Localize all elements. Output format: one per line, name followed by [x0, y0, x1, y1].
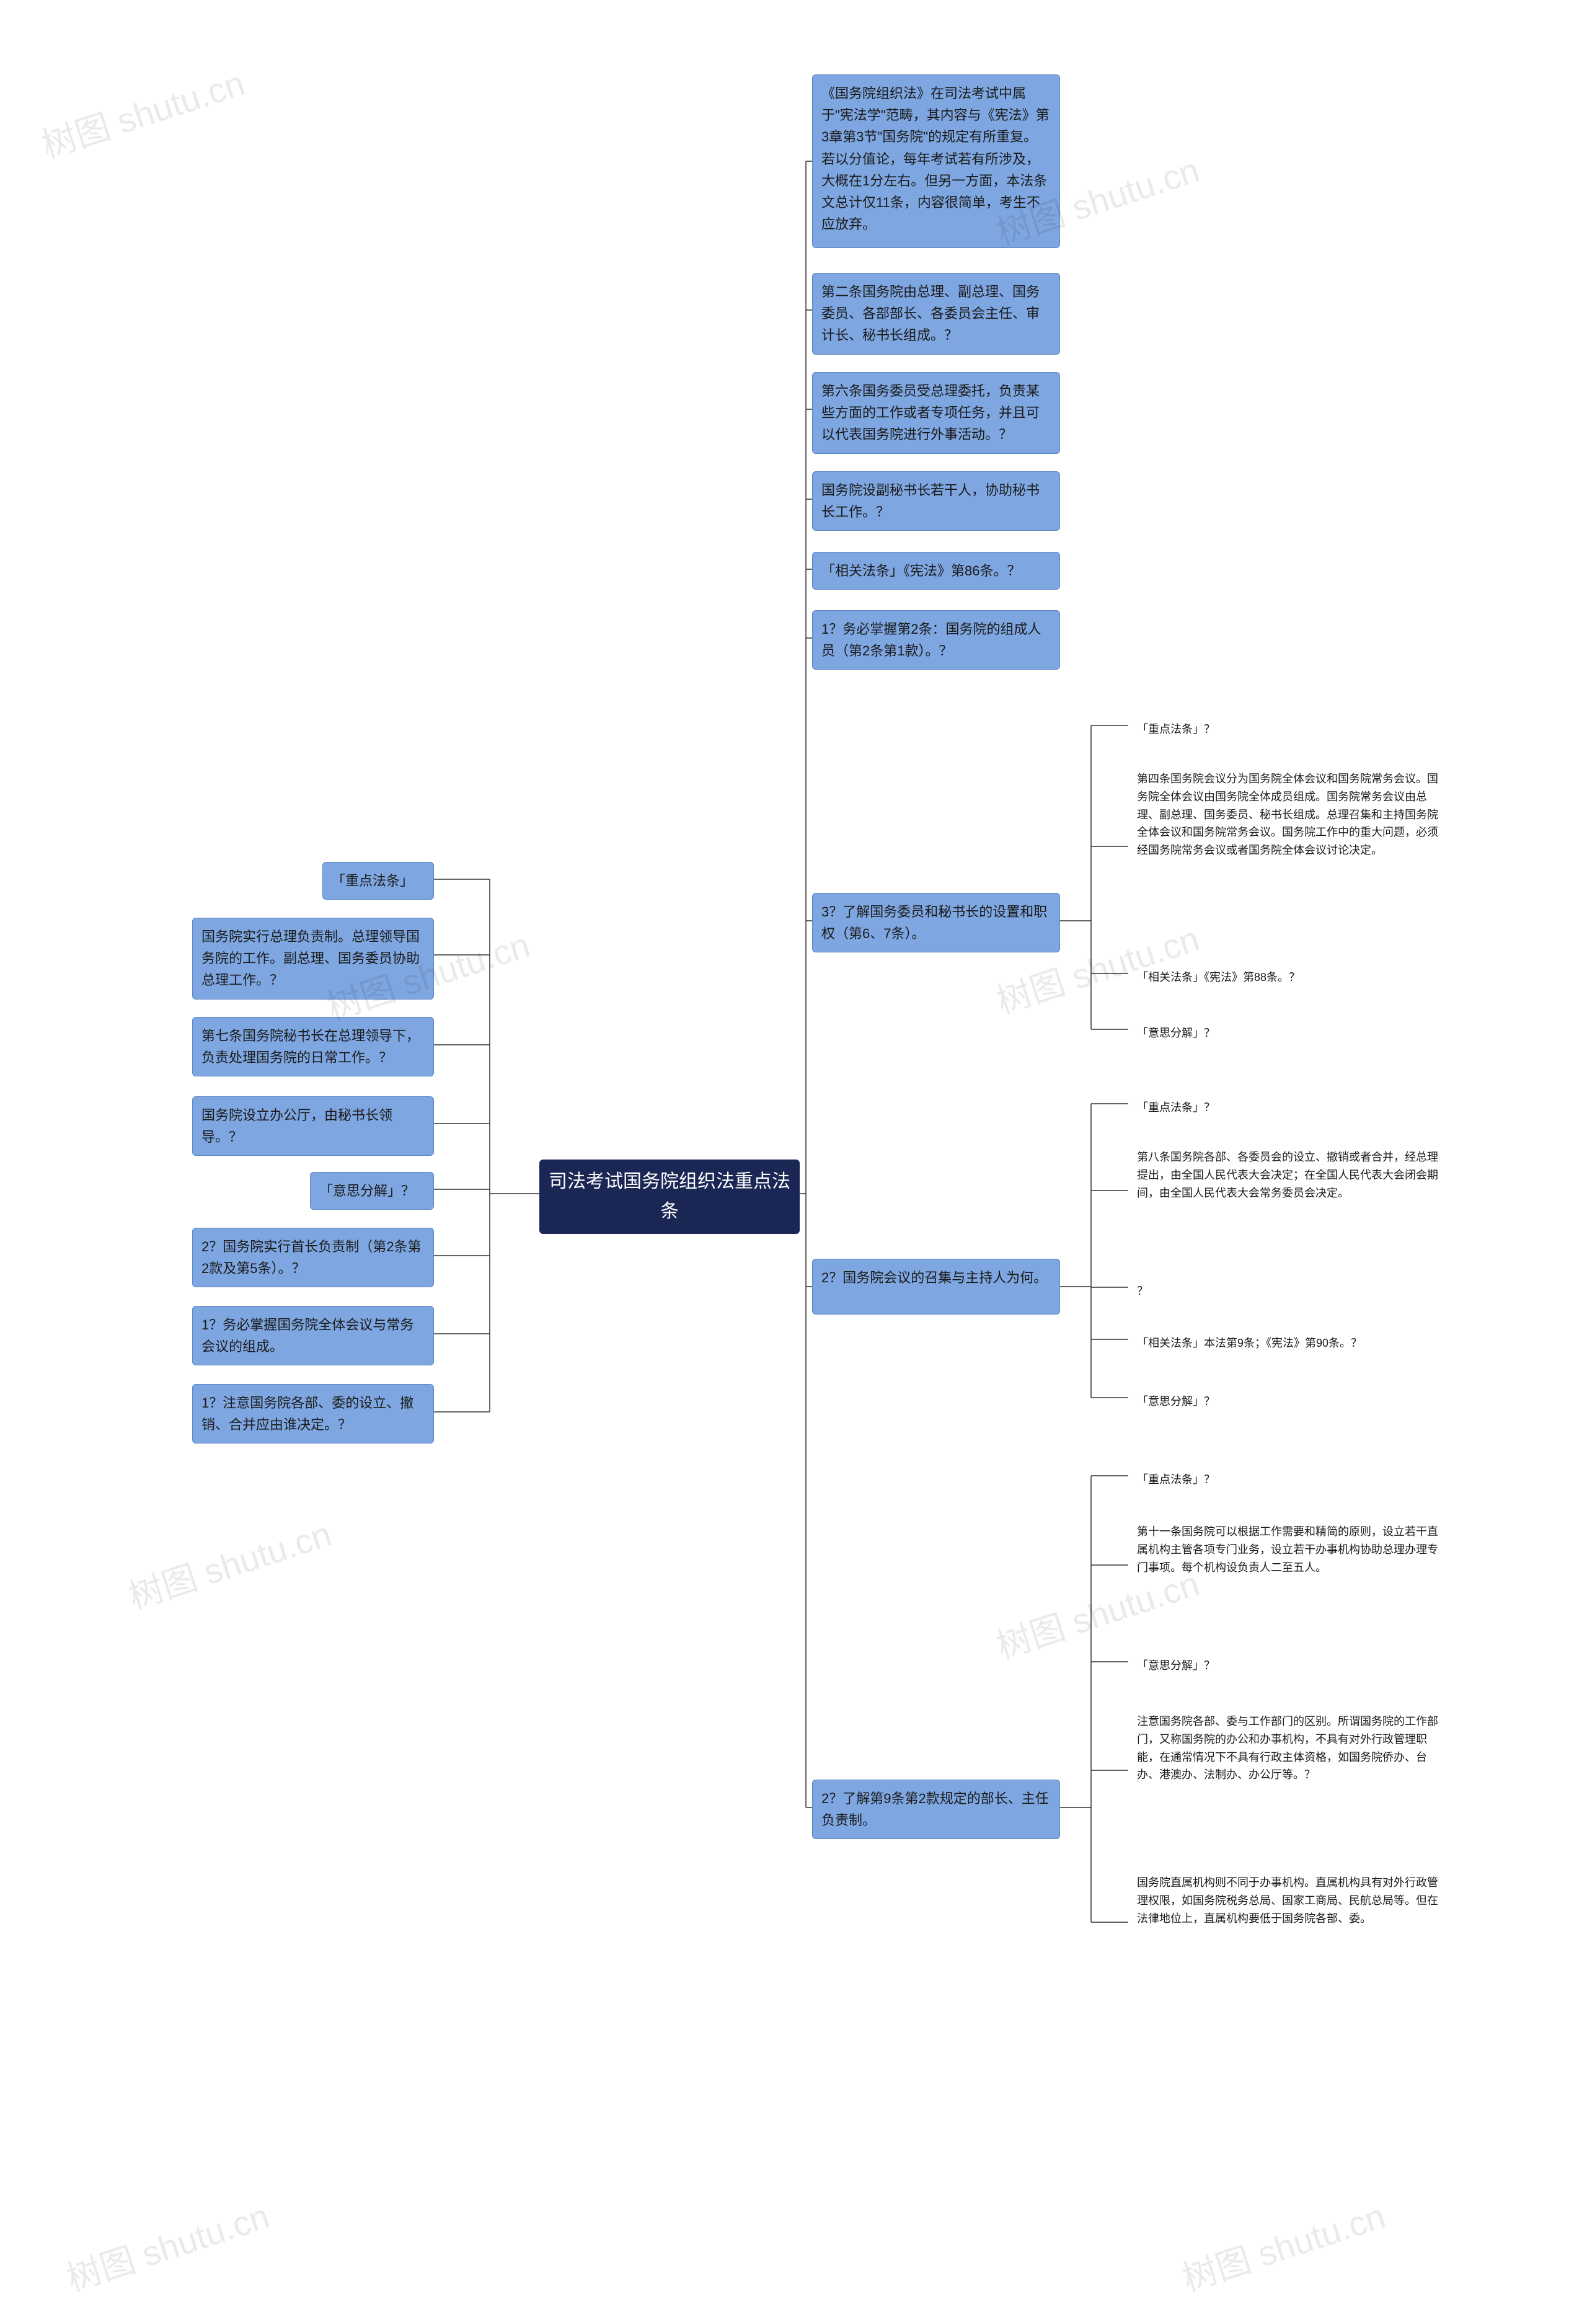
top-right-node-5: 1？务必掌握第2条：国务院的组成人员（第2条第1款）。？ [812, 610, 1060, 670]
root-node: 司法考试国务院组织法重点法条 [539, 1160, 800, 1234]
right-child-0-3: 「意思分解」？ [1128, 1017, 1457, 1050]
right-child-1-2: ？ [1128, 1275, 1457, 1308]
left-node-1: 国务院实行总理负责制。总理领导国务院的工作。副总理、国务委员协助总理工作。？ [192, 918, 434, 1000]
watermark-7: 树图 shutu.cn [1175, 2189, 1391, 2302]
right-child-1-4: 「意思分解」？ [1128, 1385, 1457, 1418]
top-right-node-4: 「相关法条」《宪法》第86条。？ [812, 552, 1060, 590]
right-child-0-0: 「重点法条」？ [1128, 713, 1457, 746]
right-child-1-1: 第八条国务院各部、各委员会的设立、撤销或者合并，经总理提出，由全国人民代表大会决… [1128, 1141, 1457, 1240]
right-child-0-1: 第四条国务院会议分为国务院全体会议和国务院常务会议。国务院全体会议由国务院全体成… [1128, 763, 1457, 930]
left-node-3: 国务院设立办公厅，由秘书长领导。？ [192, 1096, 434, 1156]
left-node-6: 1？务必掌握国务院全体会议与常务会议的组成。 [192, 1306, 434, 1365]
left-node-4: 「意思分解」？ [310, 1172, 434, 1210]
top-right-node-2: 第六条国务委员受总理委托，负责某些方面的工作或者专项任务，并且可以代表国务院进行… [812, 372, 1060, 454]
watermark-0: 树图 shutu.cn [35, 56, 250, 169]
right-child-0-2: 「相关法条」《宪法》第88条。？ [1128, 961, 1457, 994]
right-child-2-0: 「重点法条」？ [1128, 1463, 1457, 1496]
top-right-node-0: 《国务院组织法》在司法考试中属于"宪法学"范畴，其内容与《宪法》第3章第3节"国… [812, 74, 1060, 248]
left-node-7: 1？注意国务院各部、委的设立、撤销、合并应由谁决定。？ [192, 1384, 434, 1444]
watermark-4: 树图 shutu.cn [122, 1507, 337, 1620]
left-node-5: 2？国务院实行首长负责制（第2条第2款及第5条）。？ [192, 1228, 434, 1287]
top-right-node-3: 国务院设副秘书长若干人，协助秘书长工作。？ [812, 471, 1060, 531]
right-child-2-2: 「意思分解」？ [1128, 1649, 1457, 1682]
right-head-1: 2？国务院会议的召集与主持人为何。 [812, 1259, 1060, 1315]
watermark-6: 树图 shutu.cn [60, 2189, 275, 2302]
top-right-node-1: 第二条国务院由总理、副总理、国务委员、各部部长、各委员会主任、审计长、秘书长组成… [812, 273, 1060, 355]
right-child-2-1: 第十一条国务院可以根据工作需要和精简的原则，设立若干直属机构主管各项专门业务，设… [1128, 1515, 1457, 1615]
right-head-0: 3？了解国务委员和秘书长的设置和职权（第6、7条）。 [812, 893, 1060, 952]
left-node-2: 第七条国务院秘书长在总理领导下，负责处理国务院的日常工作。？ [192, 1017, 434, 1076]
left-node-0: 「重点法条」 [322, 862, 434, 900]
right-child-2-4: 国务院直属机构则不同于办事机构。直属机构具有对外行政管理权限，如国务院税务总局、… [1128, 1866, 1457, 1978]
right-child-1-3: 「相关法条」本法第9条；《宪法》第90条。？ [1128, 1327, 1457, 1360]
right-child-1-0: 「重点法条」？ [1128, 1091, 1457, 1124]
right-child-2-3: 注意国务院各部、委与工作部门的区别。所谓国务院的工作部门，又称国务院的办公和办事… [1128, 1705, 1457, 1835]
right-head-2: 2？了解第9条第2款规定的部长、主任负责制。 [812, 1780, 1060, 1839]
